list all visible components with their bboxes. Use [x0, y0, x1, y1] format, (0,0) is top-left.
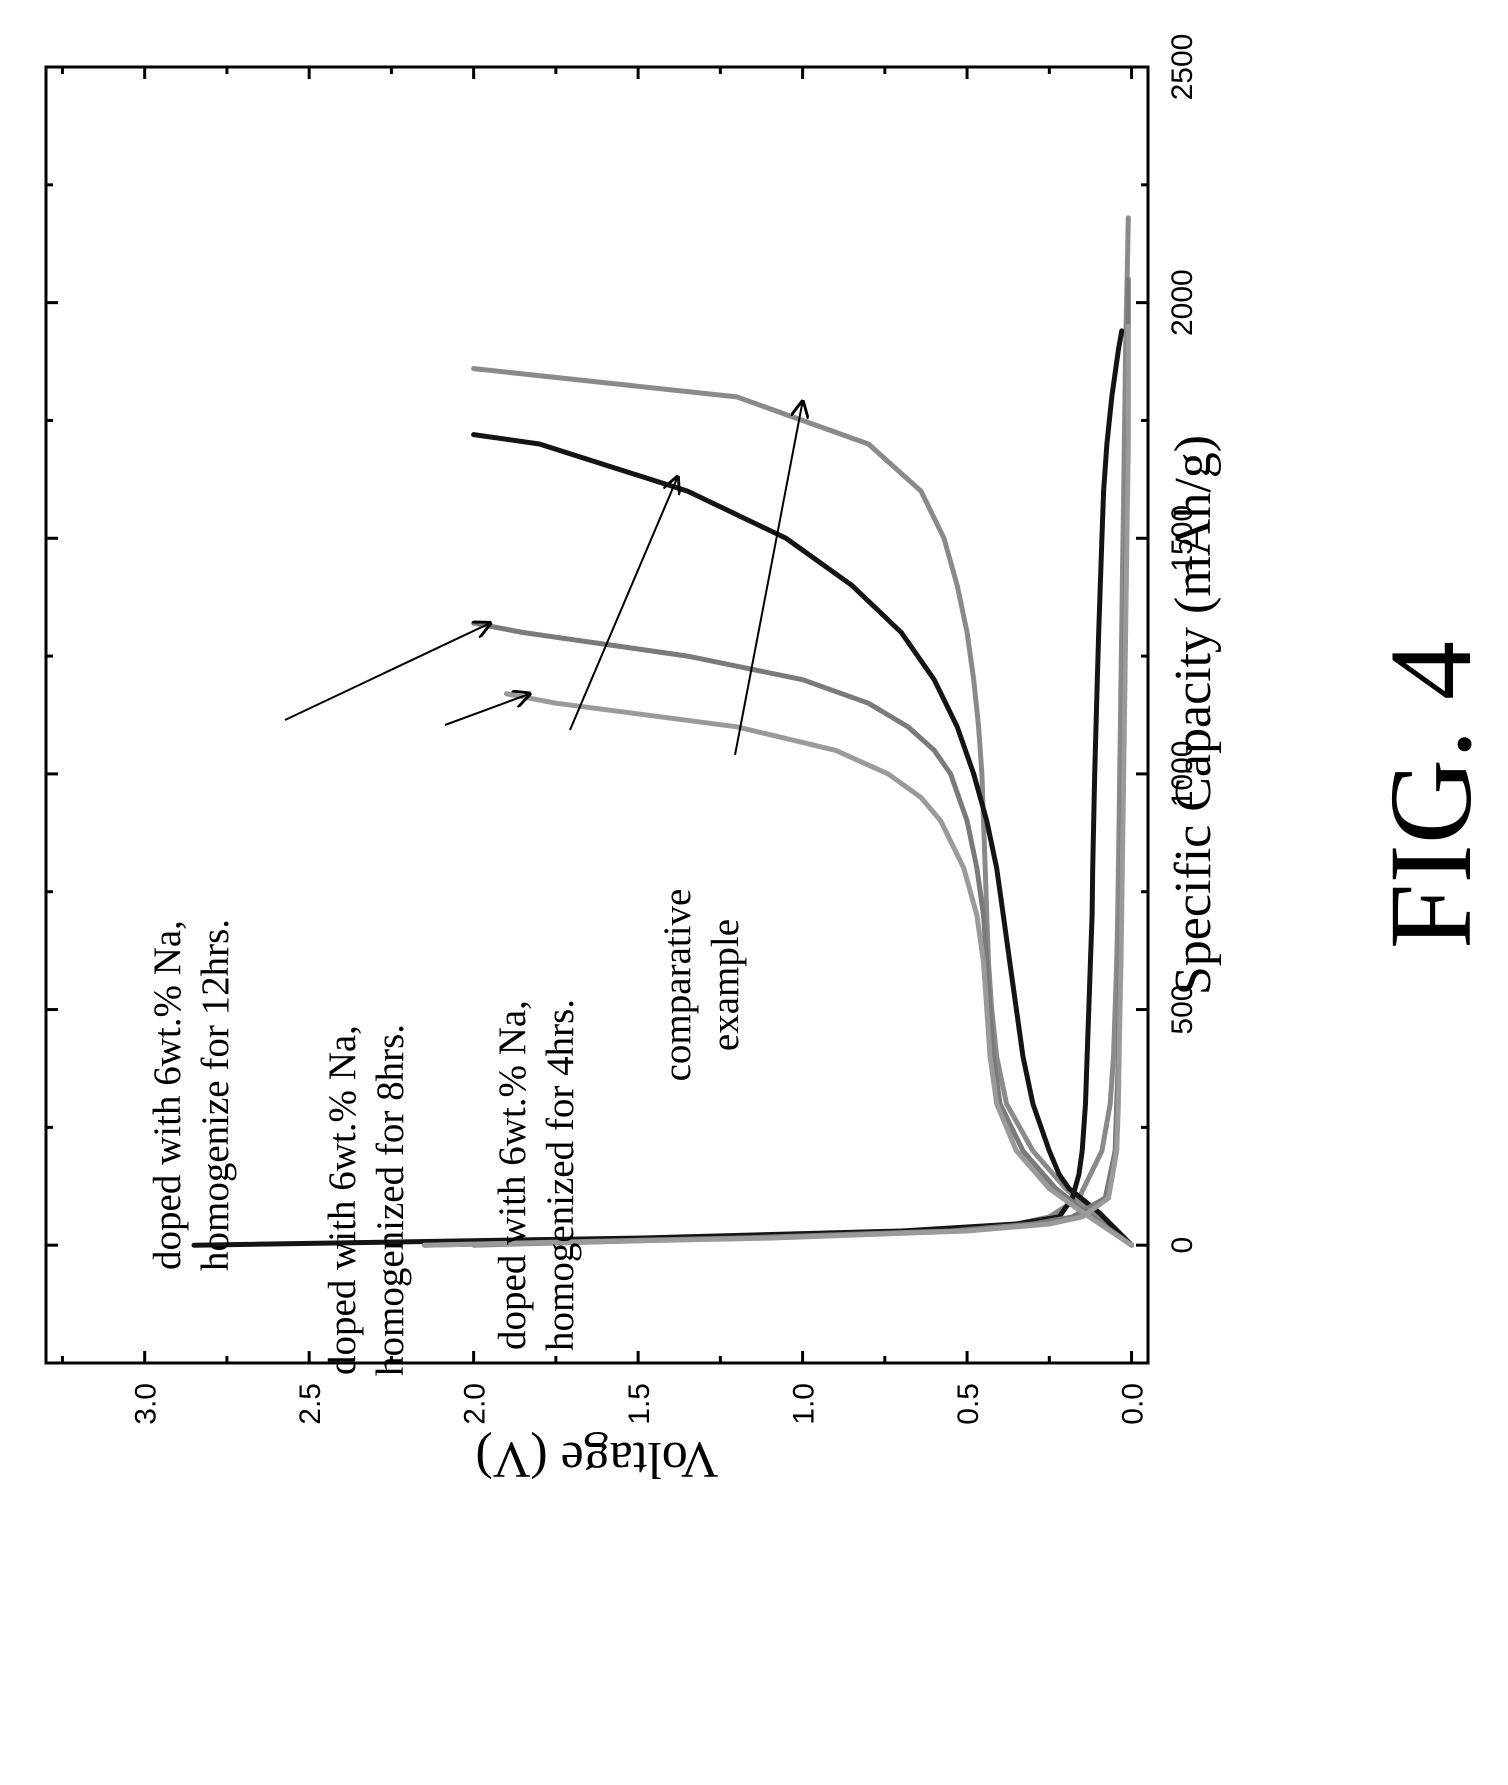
y-tick-label: 1.0: [788, 1383, 821, 1425]
series-4-charge-line: [504, 691, 1135, 1248]
annotation-arrow: [444, 694, 530, 726]
y-tick-label: 1.5: [623, 1383, 656, 1425]
annotation-3: doped with 6wt.% Na, homogenized for 4hrs…: [491, 477, 678, 1351]
annotation-2: doped with 6wt.% Na, homogenized for 8hrs…: [321, 694, 530, 1376]
annotation-text: comparative: [656, 889, 699, 1082]
annotation-1: doped with 6wt.% Na, homogenize for 12hrs…: [146, 623, 490, 1271]
annotation-text: homogenize for 12hrs.: [194, 919, 237, 1271]
x-axis-title: Specific Capacity (mAh/g): [1165, 435, 1222, 995]
y-tick-label: 3.0: [130, 1383, 163, 1425]
x-tick-label: 1000: [1166, 741, 1199, 808]
annotation-text: homogenized for 4hrs.: [539, 999, 582, 1351]
y-tick-label: 2.5: [294, 1383, 327, 1425]
plot-frame: [44, 65, 1150, 1365]
annotation-text: doped with 6wt.% Na,: [321, 1025, 364, 1375]
annotation-arrow: [569, 477, 678, 731]
annotation-text: example: [704, 919, 747, 1051]
series-4-discharge-line: [421, 323, 1131, 1248]
y-tick-label: 0.5: [952, 1383, 985, 1425]
x-tick-label: 1500: [1166, 505, 1199, 572]
x-axis-ticks: 0 500 1000 1500 2000 2500: [46, 34, 1199, 1365]
x-tick-label: 0: [1166, 1237, 1199, 1254]
annotation-arrow: [734, 402, 803, 756]
annotation-text: doped with 6wt.% Na,: [491, 1000, 534, 1350]
series-2-discharge-line: [191, 328, 1125, 1248]
annotation-text: homogenized for 8hrs.: [369, 1024, 412, 1376]
series-2-charge-line: [471, 432, 1135, 1248]
figure-label: FIG. 4: [1365, 641, 1496, 949]
annotation-4: comparative example: [656, 402, 803, 1082]
series-1-charge-line: [471, 366, 1135, 1248]
annotation-arrow: [284, 623, 490, 721]
annotation-text: doped with 6wt.% Na,: [146, 920, 189, 1270]
series-layer: [191, 215, 1135, 1248]
x-tick-label: 2500: [1166, 34, 1199, 101]
y-tick-label: 0.0: [1117, 1383, 1150, 1425]
series-1-discharge-line: [471, 215, 1131, 1248]
series-3-charge-line: [471, 620, 1135, 1248]
y-axis-ticks: 0.0 0.5 1.0 1.5 2.0 2.5 3.0: [60, 67, 1150, 1425]
x-tick-label: 500: [1166, 985, 1199, 1035]
y-tick-label: 2.0: [459, 1383, 492, 1425]
y-axis-title: Voltage (V): [475, 1431, 718, 1488]
annotation-layer: doped with 6wt.% Na, homogenize for 12hrs…: [146, 402, 803, 1376]
x-tick-label: 2000: [1166, 269, 1199, 336]
